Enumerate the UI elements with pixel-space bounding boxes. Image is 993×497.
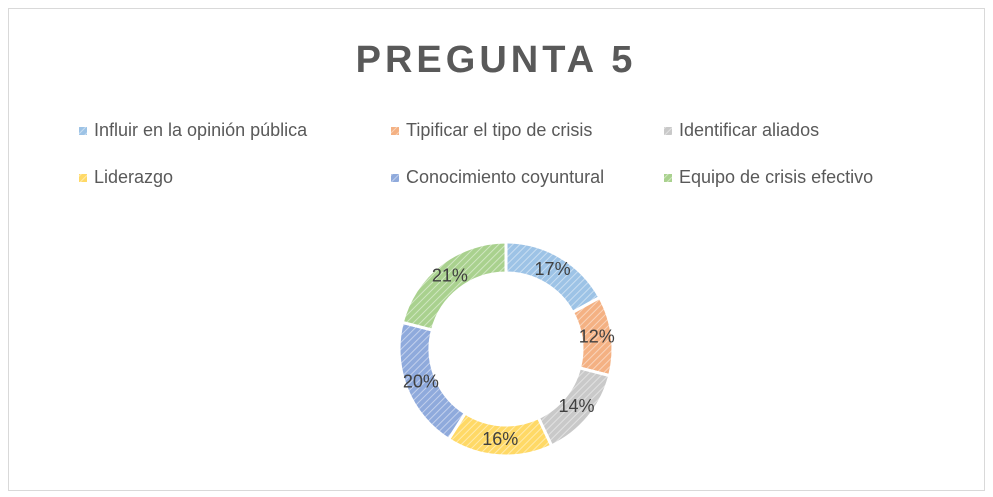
legend-swatch <box>79 127 87 135</box>
chart-title: PREGUNTA 5 <box>356 39 637 81</box>
donut-slice <box>400 240 508 332</box>
data-label: 20% <box>403 371 439 391</box>
legend-swatch <box>391 174 399 182</box>
legend-swatch <box>391 127 399 135</box>
legend-label: Equipo de crisis efectivo <box>679 167 873 187</box>
data-label: 17% <box>535 259 571 279</box>
legend-label: Tipificar el tipo de crisis <box>406 120 592 140</box>
legend-swatch <box>664 174 672 182</box>
legend-swatch <box>664 127 672 135</box>
data-label: 12% <box>579 326 615 346</box>
legend-label: Identificar aliados <box>679 120 819 140</box>
legend-label: Liderazgo <box>94 167 173 187</box>
legend-label: Conocimiento coyuntural <box>406 167 604 187</box>
data-label: 21% <box>432 265 468 285</box>
data-label: 14% <box>558 396 594 416</box>
data-label: 16% <box>482 429 518 449</box>
legend-swatch <box>79 174 87 182</box>
legend-label: Influir en la opinión pública <box>94 120 308 140</box>
